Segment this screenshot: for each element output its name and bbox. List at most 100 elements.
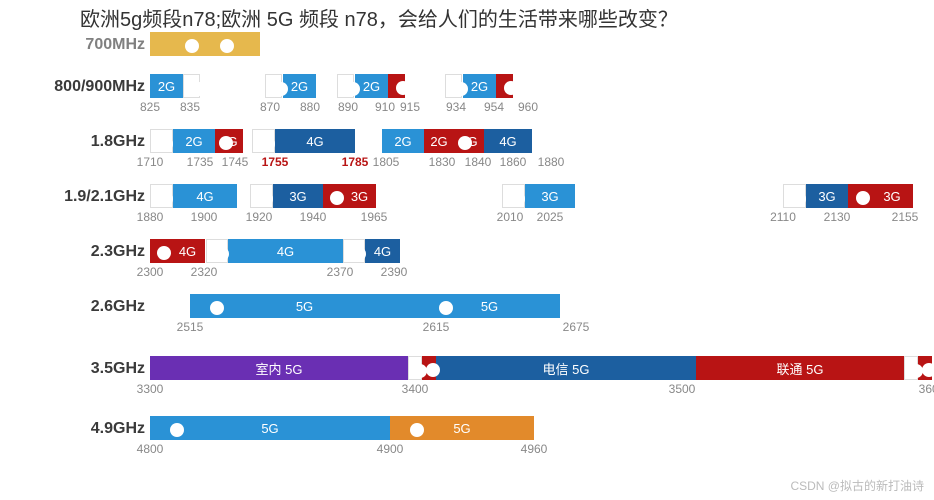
- spectrum-block: 2G: [150, 74, 183, 98]
- spectrum-block: [150, 239, 170, 263]
- spectrum-block: [445, 74, 462, 98]
- tick-label: 1900: [191, 210, 218, 224]
- spectrum-block: 4G: [484, 129, 532, 153]
- tick-label: 2110: [770, 210, 796, 224]
- block-label: 室内 5G: [256, 359, 303, 378]
- spectrum-block: [183, 74, 200, 98]
- spectrum-block: 4G: [275, 129, 355, 153]
- block-label: 3G: [818, 189, 835, 204]
- operator-icon: [259, 192, 273, 206]
- tick-label: 2300: [137, 265, 164, 279]
- block-label: 2G: [363, 79, 380, 94]
- block-label: 5G: [453, 421, 470, 436]
- spectrum-block: 4G: [454, 129, 484, 153]
- spectrum-block: 室内 5G: [150, 356, 408, 380]
- operator-icon: [458, 136, 472, 150]
- operator-icon: [352, 247, 366, 261]
- block-label: 5G: [296, 299, 313, 314]
- band-label: 1.9/2.1GHz: [0, 188, 145, 206]
- spectrum-block: [408, 356, 422, 380]
- block-label: 3G: [289, 189, 306, 204]
- block-label: 5G: [481, 299, 498, 314]
- band-row: 4.9GHz5G5G480049004960: [0, 414, 934, 464]
- spectrum-block: [848, 184, 871, 208]
- operator-icon: [413, 364, 427, 378]
- tick-label: 910: [375, 100, 395, 114]
- band-label: 700MHz: [0, 36, 145, 54]
- operator-icon: [922, 363, 934, 377]
- band-chart-area: 4G3G3G3G3G3G1880190019201940196520102025…: [150, 182, 932, 230]
- operator-icon: [856, 191, 870, 205]
- band-label: 4.9GHz: [0, 420, 145, 438]
- block-label: 联通 5G: [777, 359, 824, 378]
- spectrum-block: [252, 129, 275, 153]
- tick-label: 2615: [423, 320, 450, 334]
- band-label: 2.6GHz: [0, 298, 145, 316]
- band-row: 2.3GHz4G4G4G2300232023702390: [0, 237, 934, 287]
- block-label: 2G: [185, 134, 202, 149]
- operator-icon: [396, 81, 410, 95]
- spectrum-block: [206, 239, 228, 263]
- spectrum-block: 联通 5G: [696, 356, 904, 380]
- tick-label: 1735: [187, 155, 214, 169]
- spectrum-block: 2G: [382, 129, 424, 153]
- block-label: 3G: [883, 189, 900, 204]
- spectrum-block: 4G: [365, 239, 400, 263]
- band-chart-area: 5G5G480049004960: [150, 414, 932, 462]
- band-row: 1.8GHz2G2G4G2G2G4G4G17101735174517551785…: [0, 127, 934, 177]
- tick-label: 4900: [377, 442, 404, 456]
- operator-icon: [220, 39, 234, 53]
- tick-label: 1805: [373, 155, 400, 169]
- tick-label: 3600: [919, 382, 934, 396]
- tick-label: 825: [140, 100, 160, 114]
- block-label: 2G: [291, 79, 308, 94]
- spectrum-block: [150, 129, 173, 153]
- spectrum-block: 5G: [150, 416, 390, 440]
- block-label: 2G: [430, 134, 447, 149]
- spectrum-block: [904, 356, 918, 380]
- block-label: 2G: [158, 79, 175, 94]
- spectrum-block: 3G: [343, 184, 376, 208]
- tick-label: 2515: [177, 320, 204, 334]
- tick-label: 835: [180, 100, 200, 114]
- tick-label: 3500: [669, 382, 696, 396]
- tick-label: 870: [260, 100, 280, 114]
- block-label: 4G: [306, 134, 323, 149]
- tick-label: 1860: [500, 155, 527, 169]
- band-chart-area: 2G2G4G2G2G4G4G17101735174517551785180518…: [150, 127, 932, 175]
- band-chart-area: [150, 30, 932, 78]
- tick-label: 880: [300, 100, 320, 114]
- spectrum-block: 2G: [283, 74, 316, 98]
- operator-icon: [330, 191, 344, 205]
- tick-label: 1880: [538, 155, 565, 169]
- tick-label: 1745: [222, 155, 249, 169]
- spectrum-block: [150, 32, 260, 56]
- operator-icon: [909, 364, 923, 378]
- spectrum-block: 2G: [215, 129, 243, 153]
- spectrum-block: 5G: [419, 294, 560, 318]
- tick-label: 960: [518, 100, 538, 114]
- spectrum-block: 4G: [170, 239, 205, 263]
- tick-label: 1880: [137, 210, 164, 224]
- spectrum-block: 3G: [806, 184, 848, 208]
- band-row: 3.5GHz室内 5G电信 5G联通 5G3300340035003600: [0, 354, 934, 404]
- tick-label: 954: [484, 100, 504, 114]
- band-row: 800/900MHz2G2G2G2G8258358708808909109159…: [0, 72, 934, 122]
- spectrum-block: 5G: [190, 294, 419, 318]
- tick-label: 1830: [429, 155, 456, 169]
- spectrum-block: 4G: [228, 239, 343, 263]
- spectrum-block: [388, 74, 405, 98]
- tick-label: 2370: [327, 265, 354, 279]
- band-label: 800/900MHz: [0, 78, 145, 96]
- spectrum-block: [265, 74, 282, 98]
- tick-label: 1840: [465, 155, 492, 169]
- spectrum-block: [150, 184, 173, 208]
- spectrum-block: [783, 184, 806, 208]
- block-label: 电信 5G: [543, 359, 590, 378]
- block-label: 4G: [196, 189, 213, 204]
- band-chart-area: 2G2G2G2G825835870880890910915934954960: [150, 72, 932, 120]
- operator-icon: [346, 82, 360, 96]
- tick-label: 2675: [563, 320, 590, 334]
- operator-icon: [454, 82, 468, 96]
- operator-icon: [210, 301, 224, 315]
